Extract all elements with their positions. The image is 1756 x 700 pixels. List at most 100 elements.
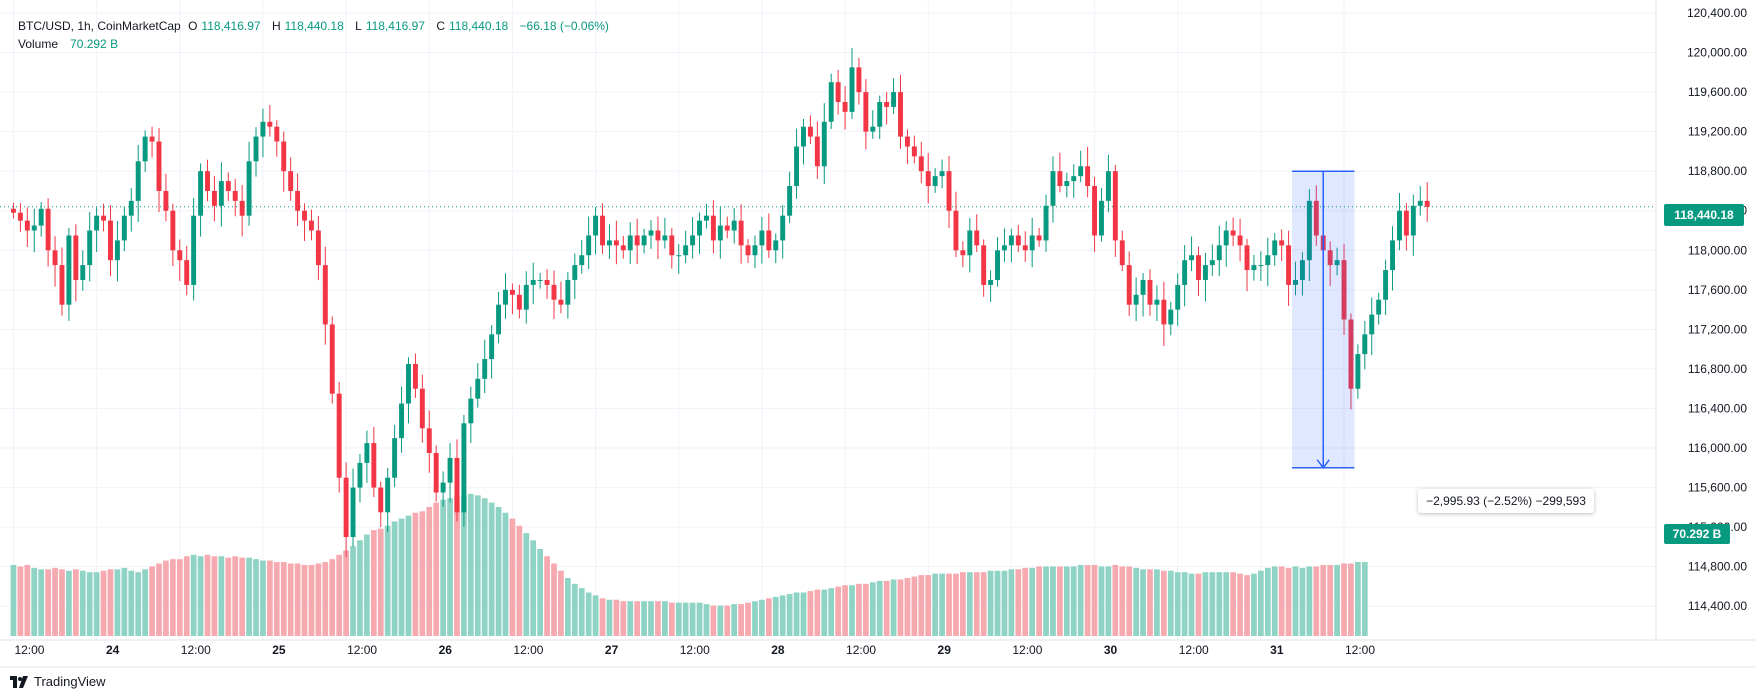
volume-bar — [925, 575, 932, 636]
volume-bar — [890, 579, 897, 636]
volume-bar — [481, 498, 488, 636]
candle-body — [253, 136, 259, 162]
volume-bar — [731, 604, 738, 636]
volume-label[interactable]: Volume — [18, 37, 59, 51]
volume-bar — [516, 525, 523, 636]
candle-body — [1196, 255, 1201, 280]
candle-body — [1168, 309, 1174, 325]
candle-body — [856, 67, 862, 93]
candle-body — [523, 284, 529, 310]
volume-bar — [169, 559, 176, 636]
measure-label: −2,995.93 (−2.52%) −299,593 — [1418, 489, 1594, 513]
price-tick-label: 118,000.00 — [1688, 243, 1747, 257]
volume-value: 70.292 B — [70, 37, 119, 51]
volume-bar — [1348, 563, 1354, 636]
volume-bar — [176, 559, 183, 636]
volume-bar — [79, 570, 86, 636]
candle-body — [1202, 265, 1208, 280]
volume-bar — [454, 496, 460, 636]
volume-bar — [565, 578, 571, 636]
volume-bar — [1327, 564, 1334, 636]
candle-body — [1223, 230, 1229, 246]
volume-bar — [1271, 566, 1278, 636]
volume-bar — [966, 572, 973, 636]
candle-body — [1306, 200, 1312, 261]
volume-bar — [571, 583, 578, 636]
volume-bar — [932, 573, 939, 636]
candle-body — [1209, 260, 1215, 266]
candle-body — [1036, 235, 1042, 241]
volume-bar — [987, 570, 994, 636]
candle-body — [738, 220, 744, 246]
volume-bar — [585, 592, 592, 636]
candle-body — [1064, 181, 1070, 187]
volume-bar — [745, 602, 751, 636]
volume-bar — [495, 506, 502, 636]
volume-bar — [1188, 573, 1195, 636]
candle-body — [218, 181, 224, 206]
volume-bar — [225, 557, 232, 636]
tradingview-logo[interactable]: TradingView — [10, 674, 106, 689]
candle-body — [690, 235, 696, 246]
price-tick-label: 116,400.00 — [1688, 401, 1747, 415]
candle-body — [350, 487, 356, 538]
candle-body — [904, 136, 910, 147]
candle-body — [530, 279, 536, 285]
candle-body — [960, 250, 966, 256]
candle-body — [1175, 284, 1181, 310]
candle-body — [503, 289, 508, 305]
time-tick-label: 12:00 — [1345, 643, 1375, 657]
candle-body — [807, 126, 813, 137]
candle-body — [205, 171, 210, 191]
volume-tag: 70.292 B — [1664, 524, 1730, 544]
volume-bar — [114, 569, 121, 636]
volume-bar — [1160, 570, 1167, 636]
candle-body — [447, 457, 453, 483]
candle-body — [600, 215, 605, 246]
volume-bar — [530, 540, 537, 636]
volume-bar — [163, 560, 169, 636]
candle-body — [1126, 265, 1132, 305]
volume-bar — [1105, 566, 1112, 636]
candle-body — [1071, 176, 1077, 182]
candle-body — [246, 161, 252, 216]
volume-bar — [267, 560, 273, 636]
time-tick-label: 12:00 — [846, 643, 876, 657]
candle-body — [260, 121, 266, 137]
volume-bar — [592, 595, 599, 636]
candle-body — [918, 156, 924, 172]
high-value: H 118,440.18 — [271, 19, 344, 33]
candle-body — [191, 215, 197, 285]
volume-bar — [558, 570, 564, 636]
volume-bar — [1015, 569, 1022, 636]
time-tick-label: 26 — [439, 643, 453, 657]
volume-bar — [1341, 563, 1347, 636]
last-price-tag: 118,440.18 — [1664, 204, 1744, 226]
volume-bar — [1355, 562, 1361, 636]
candle-body — [634, 235, 640, 246]
time-axis[interactable]: 12:00 24 12:00 25 12:00 26 12:00 27 12:00 28 12:00… — [14, 643, 1375, 657]
symbol-label[interactable]: BTC/USD, 1h, CoinMarketCap — [18, 19, 181, 33]
volume-bar — [412, 512, 419, 636]
volume-bar — [883, 580, 890, 636]
volume-bar — [897, 579, 904, 636]
candle-body — [953, 210, 959, 251]
candle-body — [1189, 255, 1195, 261]
volume-bar — [599, 598, 606, 636]
candle-body — [669, 235, 675, 256]
candle-body — [232, 190, 238, 201]
volume-bar — [779, 595, 786, 636]
candle-body — [1265, 255, 1271, 266]
open-value: O 118,416.97 — [188, 19, 261, 33]
volume-bar — [876, 580, 883, 636]
candle-body — [1085, 166, 1091, 187]
measure-tool[interactable] — [1292, 170, 1355, 470]
volume-bar — [197, 556, 204, 636]
candle-body — [794, 146, 800, 187]
volume-bar — [315, 563, 322, 636]
volume-bar — [350, 546, 356, 636]
volume-bar — [1063, 566, 1070, 636]
price-tick-label: 116,000.00 — [1688, 441, 1747, 455]
volume-bar — [1119, 566, 1126, 636]
